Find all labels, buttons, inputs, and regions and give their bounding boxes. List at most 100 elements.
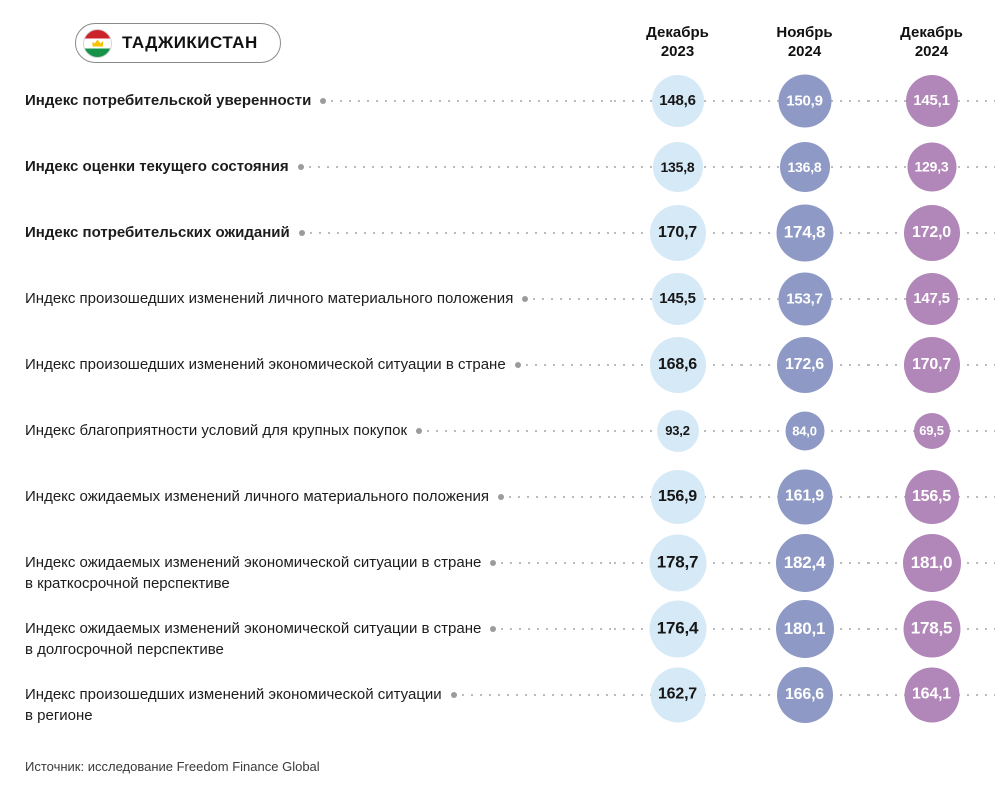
- value-cells: 170,7 174,8 172,0: [614, 204, 995, 261]
- value-cell: 172,0: [868, 204, 995, 261]
- index-row: Индекс ожидаемых изменений экономической…: [25, 533, 995, 618]
- value-bubble-nov-2024: 150,9: [778, 74, 831, 127]
- value-bubble-dec-2024: 178,5: [903, 600, 960, 657]
- value-cell: 129,3: [868, 142, 995, 191]
- index-row: Индекс произошедших изменений экономичес…: [25, 336, 995, 420]
- value-bubble-dec-2023: 170,7: [649, 204, 706, 261]
- leader-line: [331, 100, 614, 102]
- index-row: Индекс ожидаемых изменений личного матер…: [25, 469, 995, 552]
- column-header-year: 2024: [787, 43, 822, 60]
- value-bubble-dec-2024: 181,0: [902, 533, 961, 592]
- value-bubble-nov-2024: 166,6: [776, 666, 833, 723]
- value-cell: 164,1: [868, 667, 995, 722]
- value-bubble-nov-2024: 84,0: [785, 411, 824, 450]
- leader-line: [461, 694, 614, 696]
- value-bubble-nov-2024: 182,4: [775, 533, 834, 592]
- value-bubble-dec-2023: 162,7: [650, 667, 705, 722]
- row-label: Индекс потребительских ожиданий: [25, 224, 290, 241]
- column-header-dec-2023: Декабрь 2023: [614, 23, 741, 61]
- row-label: Индекс ожидаемых изменений экономической…: [25, 620, 482, 658]
- leader-line: [427, 430, 614, 432]
- value-cell: 178,7: [614, 534, 741, 591]
- row-label: Индекс произошедших изменений экономичес…: [25, 356, 506, 373]
- value-bubble-nov-2024: 174,8: [776, 204, 833, 261]
- row-label: Индекс произошедших изменений экономичес…: [25, 686, 442, 724]
- value-cell: 162,7: [614, 667, 741, 722]
- value-cell: 182,4: [741, 533, 868, 592]
- leader-dot: [297, 164, 304, 170]
- value-cell: 170,7: [614, 204, 741, 261]
- leader-line: [501, 562, 614, 564]
- leader-line: [525, 364, 614, 366]
- value-bubble-dec-2024: 69,5: [913, 412, 950, 449]
- value-cells: 148,6 150,9 145,1: [614, 74, 995, 127]
- source-note: Источник: исследование Freedom Finance G…: [25, 759, 320, 774]
- value-bubble-dec-2024: 129,3: [907, 142, 956, 191]
- value-bubble-dec-2023: 93,2: [656, 409, 699, 452]
- value-cell: 135,8: [614, 141, 741, 192]
- value-bubble-dec-2024: 172,0: [903, 204, 960, 261]
- value-cell: 93,2: [614, 409, 741, 452]
- column-header-dec-2024: Декабрь 2024: [868, 23, 995, 61]
- tajikistan-flag-icon: [83, 28, 112, 58]
- value-cell: 153,7: [741, 272, 868, 325]
- index-row: Индекс ожидаемых изменений экономической…: [25, 599, 995, 684]
- value-cell: 174,8: [741, 204, 868, 261]
- value-cell: 180,1: [741, 599, 868, 658]
- leader-dot: [450, 692, 457, 698]
- value-cell: 145,1: [868, 74, 995, 127]
- value-bubble-dec-2024: 170,7: [903, 336, 960, 393]
- row-label: Индекс произошедших изменений личного ма…: [25, 290, 514, 307]
- column-header-year: 2024: [914, 43, 949, 60]
- index-row: Индекс потребительской уверенности 148,6 1…: [25, 74, 995, 156]
- row-label: Индекс благоприятности условий для крупн…: [25, 422, 408, 439]
- leader-dot: [514, 362, 521, 368]
- leader-dot: [490, 626, 497, 632]
- column-header-month: Декабрь: [646, 24, 709, 41]
- index-row: Индекс потребительских ожиданий 170,7 174,…: [25, 204, 995, 288]
- index-row: Индекс оценки текущего состояния 135,8 136…: [25, 141, 995, 222]
- leader-line: [308, 166, 614, 168]
- value-cells: 168,6 172,6 170,7: [614, 336, 995, 393]
- value-cell: 161,9: [741, 469, 868, 524]
- value-cell: 69,5: [868, 412, 995, 449]
- value-bubble-dec-2023: 145,5: [651, 272, 704, 325]
- leader-dot: [490, 560, 497, 566]
- value-bubble-dec-2023: 148,6: [651, 74, 704, 127]
- column-headers: Декабрь 2023 Ноябрь 2024 Декабрь 2024: [614, 23, 995, 61]
- country-badge: ТАДЖИКИСТАН: [75, 23, 281, 63]
- value-bubble-dec-2023: 168,6: [649, 336, 706, 393]
- row-label: Индекс ожидаемых изменений личного матер…: [25, 488, 489, 505]
- value-cell: 172,6: [741, 336, 868, 393]
- country-name: ТАДЖИКИСТАН: [122, 33, 258, 52]
- value-cell: 166,6: [741, 666, 868, 723]
- value-cell: 145,5: [614, 272, 741, 325]
- value-bubble-dec-2024: 156,5: [904, 469, 959, 524]
- leader-dot: [497, 494, 504, 500]
- value-cells: 162,7 166,6 164,1: [614, 666, 995, 723]
- column-header-month: Ноябрь: [776, 24, 833, 41]
- value-bubble-dec-2023: 135,8: [652, 141, 703, 192]
- row-label: Индекс потребительской уверенности: [25, 92, 312, 109]
- value-bubble-dec-2023: 178,7: [649, 534, 706, 591]
- column-header-nov-2024: Ноябрь 2024: [741, 23, 868, 61]
- value-cells: 145,5 153,7 147,5: [614, 272, 995, 325]
- value-cell: 156,9: [614, 469, 741, 524]
- index-row: Индекс благоприятности условий для крупн…: [25, 409, 995, 486]
- leader-line: [533, 298, 614, 300]
- header-bar: ТАДЖИКИСТАН Декабрь 2023 Ноябрь 2024 Дек…: [25, 23, 995, 65]
- value-cells: 93,2 84,0 69,5: [614, 409, 995, 452]
- value-cell: 84,0: [741, 411, 868, 450]
- value-cell: 170,7: [868, 336, 995, 393]
- value-bubble-nov-2024: 172,6: [776, 336, 833, 393]
- column-header-year: 2023: [660, 43, 695, 60]
- leader-line: [501, 628, 614, 630]
- value-cell: 148,6: [614, 74, 741, 127]
- value-cell: 147,5: [868, 272, 995, 325]
- leader-dot: [320, 98, 327, 104]
- value-cell: 156,5: [868, 469, 995, 524]
- value-cells: 135,8 136,8 129,3: [614, 141, 995, 192]
- value-bubble-dec-2024: 145,1: [905, 74, 958, 127]
- value-bubble-dec-2023: 156,9: [650, 469, 705, 524]
